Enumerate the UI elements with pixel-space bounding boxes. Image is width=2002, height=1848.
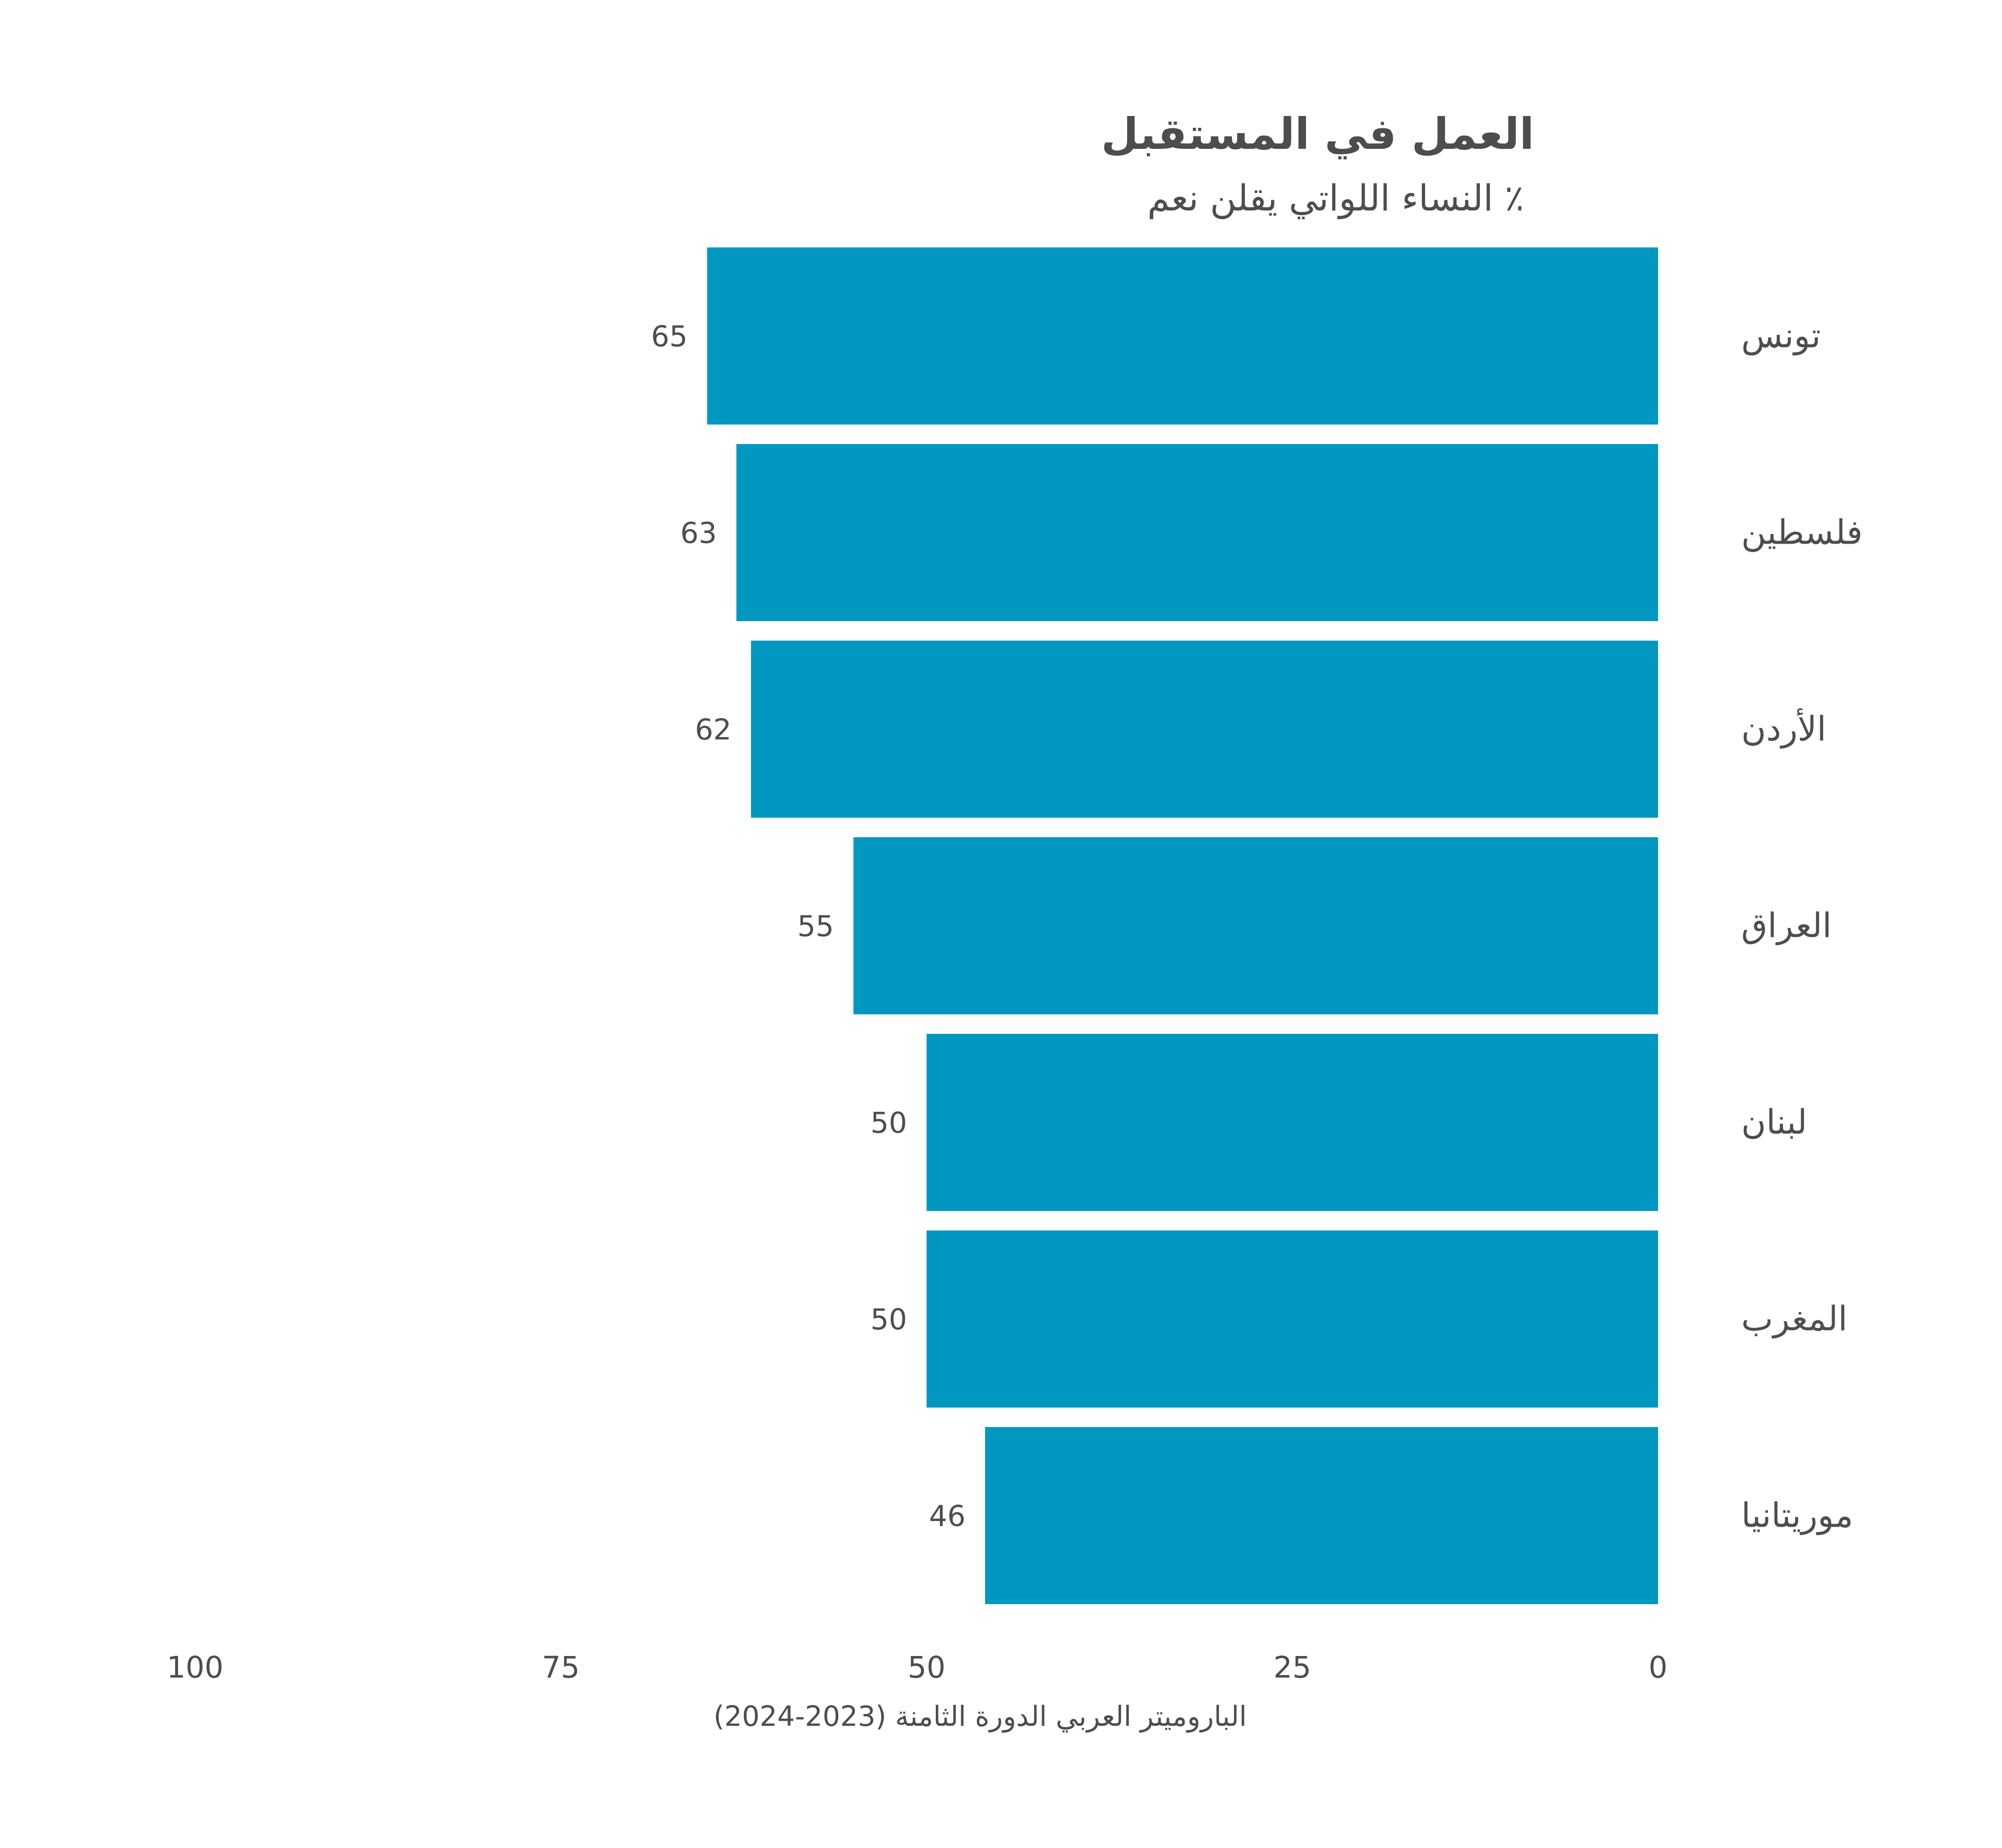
category-label: تونس [1741,316,1821,356]
x-tick-label: 25 [1274,1650,1312,1685]
chart-subtitle: ٪ النساء اللواتي يقلن نعم [1147,177,1524,220]
data-label: 62 [695,714,732,747]
x-axis-ticks: 0 25 50 75 100 [167,1650,1668,1685]
category-label: موريتانيا [1741,1496,1853,1535]
value-labels: 65 63 62 55 50 50 46 [651,320,966,1533]
bars-group [707,247,1658,1604]
x-tick-label: 75 [542,1650,580,1685]
data-label: 63 [680,517,717,550]
bar [751,641,1658,818]
data-label: 65 [651,320,687,354]
data-label: 55 [797,910,834,944]
category-label: الأردن [1741,708,1826,749]
data-label: 50 [871,1107,907,1140]
source-note: الباروميتر العربي الدورة الثامنة (2023-2… [714,1700,1247,1732]
category-label: فلسطين [1741,513,1863,552]
bar [927,1034,1658,1211]
category-label: المغرب [1741,1299,1847,1339]
x-tick-label: 100 [167,1650,224,1685]
bar [853,837,1658,1014]
x-tick-label: 0 [1649,1650,1668,1685]
bar [707,247,1658,425]
bar [985,1427,1658,1604]
category-labels: تونس فلسطين الأردن العراق لبنان المغرب موريتان… [1741,316,1863,1535]
data-label: 46 [929,1500,966,1533]
bar [927,1230,1658,1408]
x-tick-label: 50 [908,1650,946,1685]
category-label: العراق [1741,906,1832,946]
data-label: 50 [871,1303,907,1337]
chart-title: العمل في المستقبل [1101,109,1534,160]
bar [736,444,1658,621]
category-label: لبنان [1741,1103,1807,1142]
